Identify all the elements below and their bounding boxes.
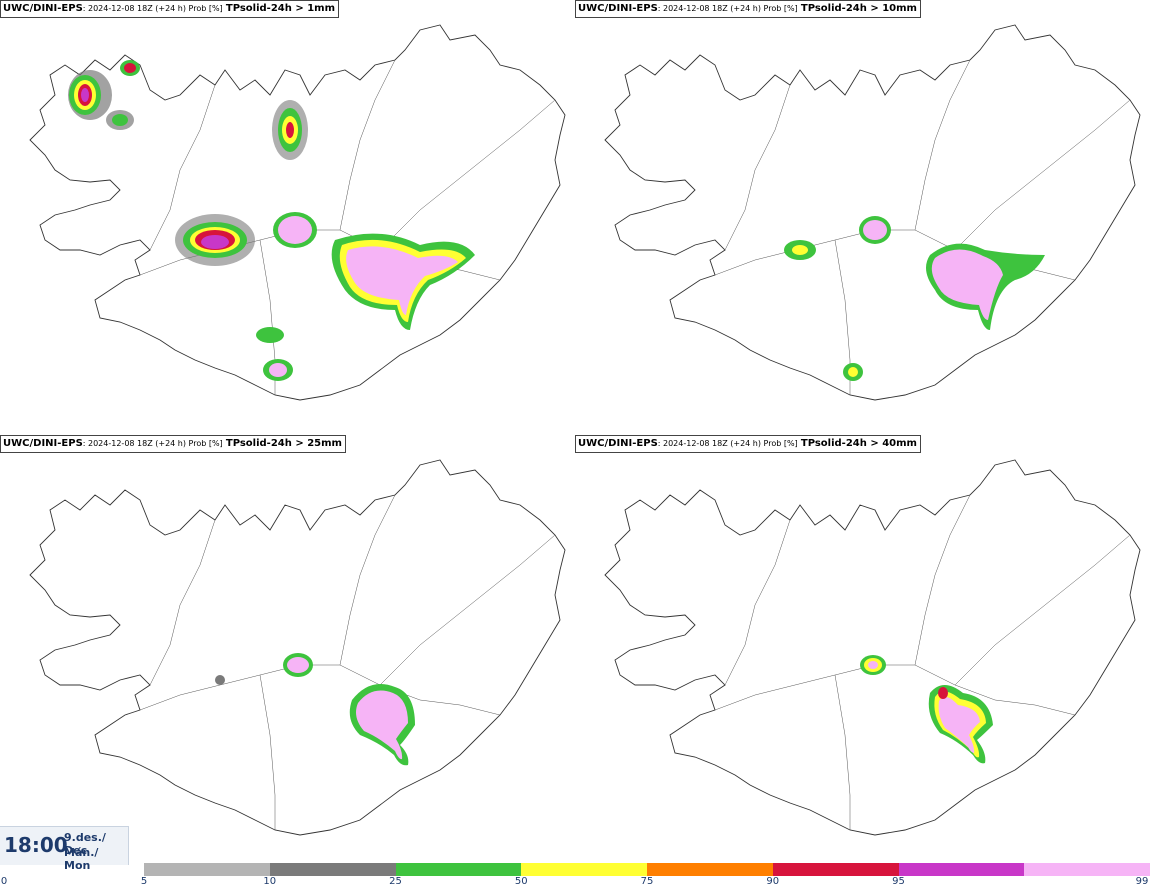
legend-swatch: [772, 863, 899, 876]
legend-swatch: [144, 863, 270, 876]
regional-borders: [714, 59, 1131, 395]
valid-time-box: 18:00 9.des./ Dec Mán./ Mon: [0, 826, 129, 872]
iceland-map: [604, 24, 1141, 401]
legend-ticks: 0 5 10 25 50 75 90 95 99: [0, 876, 1150, 891]
legend-swatch: [521, 863, 647, 876]
legend-tick-label: 25: [389, 876, 402, 887]
valid-date: 9.des./ Dec: [64, 831, 106, 857]
panel-title: UWC/DINI-EPS: 2024-12-08 18Z (+24 h) Pro…: [0, 0, 340, 18]
map-panel-40mm: UWC/DINI-EPS: 2024-12-08 18Z (+24 h) Pro…: [575, 435, 1150, 865]
panel-title: UWC/DINI-EPS: 2024-12-08 18Z (+24 h) Pro…: [0, 435, 346, 453]
coastline: [29, 459, 566, 836]
panel-title: UWC/DINI-EPS: 2024-12-08 18Z (+24 h) Pro…: [575, 0, 921, 18]
legend-tick-label: 5: [140, 876, 148, 887]
regional-borders: [139, 494, 556, 830]
legend-swatch: [647, 863, 773, 876]
color-legend: [144, 863, 1150, 876]
legend-swatch: [1024, 863, 1150, 876]
legend-tick-label: 10: [263, 876, 277, 887]
legend-tick-label: 50: [514, 876, 528, 887]
probability-field: [215, 653, 415, 766]
panel-title: UWC/DINI-EPS: 2024-12-08 18Z (+24 h) Pro…: [575, 435, 921, 453]
legend-tick-label: 95: [892, 876, 905, 887]
coastline: [604, 459, 1141, 836]
iceland-map: [29, 459, 566, 836]
probability-field: [860, 655, 993, 764]
probability-field: [784, 216, 1045, 381]
legend-tick-label: 90: [766, 876, 780, 887]
map-panel-1mm: UWC/DINI-EPS: 2024-12-08 18Z (+24 h) Pro…: [0, 0, 575, 430]
iceland-map: [604, 459, 1141, 836]
map-panel-10mm: UWC/DINI-EPS: 2024-12-08 18Z (+24 h) Pro…: [575, 0, 1150, 430]
legend-tick-label: 99: [1135, 876, 1149, 887]
iceland-map: [29, 24, 566, 401]
coastline: [604, 24, 1141, 401]
probability-field: [68, 60, 475, 381]
legend-tick-label: 0: [0, 876, 8, 887]
map-panel-25mm: UWC/DINI-EPS: 2024-12-08 18Z (+24 h) Pro…: [0, 435, 575, 865]
valid-time: 18:00: [4, 833, 68, 857]
legend-swatch: [269, 863, 396, 876]
valid-day: Mán./ Mon: [64, 846, 99, 872]
regional-borders: [714, 494, 1131, 830]
legend-swatch: [898, 863, 1025, 876]
legend-tick-label: 75: [640, 876, 654, 887]
legend-swatch: [395, 863, 522, 876]
coastline: [29, 24, 566, 401]
